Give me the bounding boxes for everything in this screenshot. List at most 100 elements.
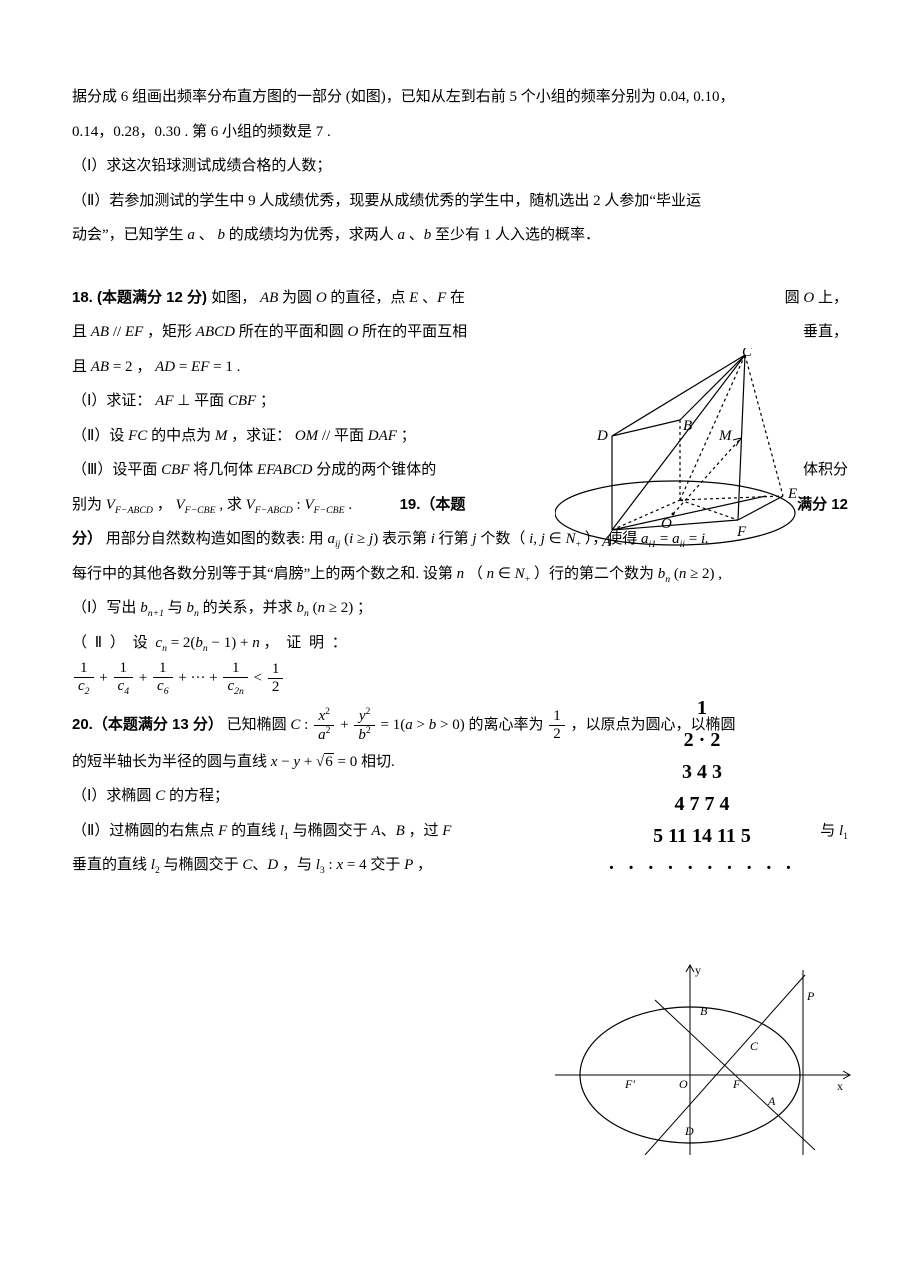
text: 表示第 xyxy=(382,531,431,547)
ge2: ≥ 2) xyxy=(325,600,353,616)
q19-p1: （Ⅰ）写出 bn+1 与 bn 的关系，并求 bn (n ≥ 2) ； xyxy=(72,591,552,626)
q17-part2a: （Ⅱ）若参加测试的学生中 9 人成绩优秀，现要从成绩优秀的学生中，随机选出 2 … xyxy=(72,184,848,219)
text: 的直径，点 xyxy=(330,290,409,306)
text: 的离心率为 xyxy=(468,717,547,733)
c: C xyxy=(242,857,252,873)
sub: 1 xyxy=(284,831,289,842)
text: ， xyxy=(157,497,172,513)
text: 的直线 xyxy=(231,823,280,839)
parallel: // xyxy=(113,324,121,340)
svg-text:P: P xyxy=(806,989,815,1003)
m1: − 1) + xyxy=(208,635,252,651)
b: B xyxy=(396,823,405,839)
text: 个数（ xyxy=(480,531,525,547)
svg-text:E: E xyxy=(787,486,797,502)
period: . xyxy=(348,497,352,513)
q17-line1: 据分成 6 组画出频率分布直方图的一部分 (如图)，已知从左到右前 5 个小组的… xyxy=(72,80,848,115)
cbf: CBF xyxy=(228,393,256,409)
q17-part2b: 动会”，已知学生 a 、 b 的成绩均为优秀，求两人 a 、b 至少有 1 人入… xyxy=(72,218,848,253)
minus: − xyxy=(277,754,293,770)
i: i xyxy=(431,531,435,547)
text: 、 xyxy=(418,290,437,306)
text: 、 xyxy=(405,227,424,243)
text: （ Ⅱ ） 设 xyxy=(72,635,155,651)
q17-line2: 0.14，0.28，0.30 . 第 6 小组的频数是 7 . xyxy=(72,115,848,150)
svg-text:B: B xyxy=(700,1004,708,1018)
frac: y2b2 xyxy=(354,707,374,745)
text: 分成的两个锥体的 xyxy=(316,462,436,478)
j: j xyxy=(472,531,476,547)
svg-text:O: O xyxy=(679,1077,688,1091)
text: 且 xyxy=(72,359,91,375)
eq: = 2( xyxy=(171,635,196,651)
text: ， xyxy=(417,857,432,873)
text: 垂直， xyxy=(803,315,848,350)
sub: F−ABCD xyxy=(255,505,293,516)
sub: n xyxy=(665,574,670,585)
o: O xyxy=(803,290,814,306)
text: （Ⅱ）过椭圆的右焦点 xyxy=(72,823,218,839)
e: E xyxy=(409,290,418,306)
sub: F−ABCD xyxy=(115,505,153,516)
text: 如图， xyxy=(211,290,256,306)
ef: EF xyxy=(191,359,209,375)
lt: < xyxy=(254,670,266,686)
text: 圆 xyxy=(785,290,804,306)
sub: ij xyxy=(335,539,340,550)
text: ， xyxy=(136,359,155,375)
sub: F−CBE xyxy=(185,505,216,516)
plus: + ··· + xyxy=(178,670,221,686)
f: F xyxy=(442,823,451,839)
text: （Ⅰ）写出 xyxy=(72,600,140,616)
svg-text:F': F' xyxy=(624,1077,635,1091)
bn1: b xyxy=(140,600,148,616)
text: 平面 xyxy=(194,393,228,409)
tri-row: · · · · · · · · · · xyxy=(572,852,832,884)
sqrt6: √6 xyxy=(316,753,334,770)
v1: V xyxy=(106,497,115,513)
gt0: > 0) xyxy=(436,717,464,733)
ge: ≥ xyxy=(353,531,369,547)
paren: ) xyxy=(373,531,378,547)
eq1: = 1( xyxy=(381,717,406,733)
n: n xyxy=(457,566,465,582)
text: 平面 xyxy=(334,428,368,444)
ad-ef-eq: AD xyxy=(155,359,175,375)
text: 、 xyxy=(381,823,396,839)
sub: n+1 xyxy=(148,608,164,619)
text: 行第 xyxy=(439,531,473,547)
n: n xyxy=(318,600,326,616)
abcd: ABCD xyxy=(196,324,235,340)
plus: + xyxy=(300,754,316,770)
text: 所在的平面互相 xyxy=(362,324,467,340)
frac: x2a2 xyxy=(314,707,334,745)
text: 至少有 1 人入选的概率． xyxy=(435,227,600,243)
text: ）行的第二个数为 xyxy=(534,566,658,582)
svg-text:M: M xyxy=(718,428,733,444)
ab-eq: AB xyxy=(91,359,109,375)
svg-text:B: B xyxy=(683,418,692,434)
q20-diagram: F' O F A B C D P x y xyxy=(555,960,855,1155)
text: 分） xyxy=(72,530,102,547)
gt: > xyxy=(413,717,429,733)
ab: AB xyxy=(260,290,278,306)
perp: ⊥ xyxy=(174,393,195,409)
plus: + xyxy=(139,670,151,686)
text: 与椭圆交于 xyxy=(293,823,372,839)
text: 在 xyxy=(450,290,465,306)
svg-text:x: x xyxy=(837,1079,843,1093)
text: 上， xyxy=(814,290,848,306)
o: O xyxy=(316,290,327,306)
q19-p2: （ Ⅱ ） 设 cn = 2(bn − 1) + n ， 证 明 ： xyxy=(72,626,562,661)
text: ，矩形 xyxy=(147,324,196,340)
text: ，与 xyxy=(282,857,316,873)
text: ，过 xyxy=(409,823,443,839)
text: 别为 xyxy=(72,497,106,513)
a: A xyxy=(371,823,380,839)
plus: + xyxy=(340,717,352,733)
text: 、 xyxy=(252,857,267,873)
frac: 1c2n xyxy=(223,660,247,697)
m: M xyxy=(215,428,228,444)
svg-text:F: F xyxy=(732,1077,741,1091)
o: O xyxy=(347,324,358,340)
